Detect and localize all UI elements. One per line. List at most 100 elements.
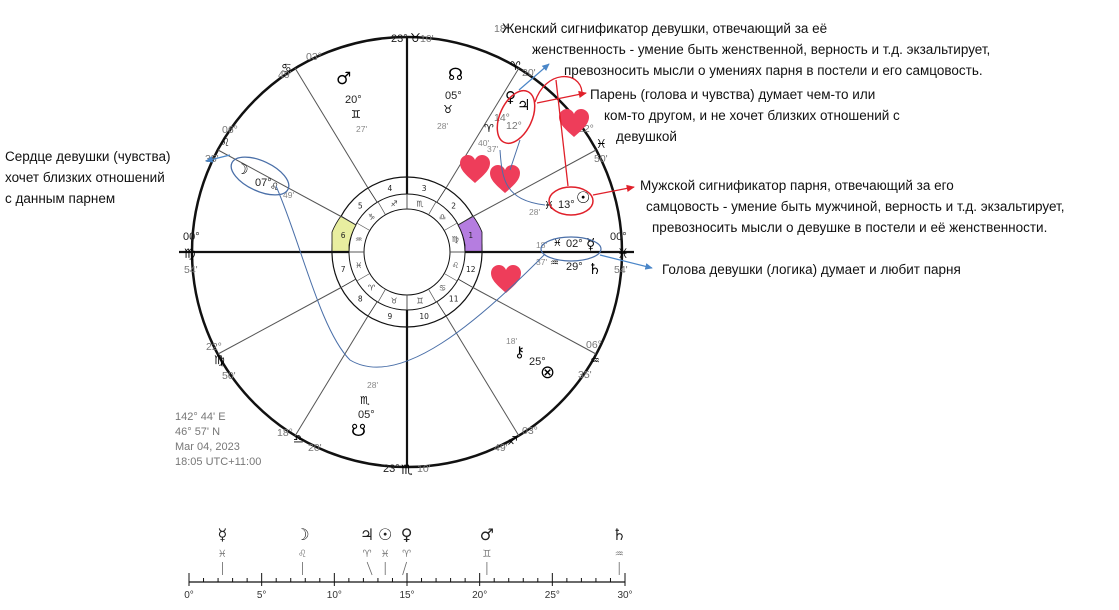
sun-highlight xyxy=(548,186,594,216)
strip-tick-label: 30° xyxy=(617,590,632,601)
strip-planet-leader xyxy=(402,561,407,576)
inner-sign-glyph: ♉ xyxy=(391,296,398,305)
house-number-10: 10 xyxy=(419,312,429,321)
zodiac-divider xyxy=(428,201,437,215)
cusp-ll1-deg: 22° xyxy=(206,341,222,353)
sun-red-line xyxy=(555,79,569,187)
inner-sign-glyph: ♈ xyxy=(368,283,375,292)
annotation-head: Голова девушки (логика) думает и любит п… xyxy=(662,262,961,277)
cusp-ll2-deg: 18° xyxy=(277,427,293,439)
strip-tick-label: 5° xyxy=(257,590,267,601)
zodiac-divider xyxy=(356,273,370,282)
house-number-8: 8 xyxy=(358,295,363,304)
strip-planet-glyph: ♀ xyxy=(401,525,413,544)
cusp-bottom-deg: 23° xyxy=(383,463,400,475)
strip-tick-label: 10° xyxy=(327,590,342,601)
mercury-highlight xyxy=(540,236,602,262)
house-number-12: 12 xyxy=(466,265,476,274)
aries-glyph-2: ♈ xyxy=(484,122,494,135)
inner-sign-glyph: ♑ xyxy=(368,213,375,222)
pisces-glyph-3: ♓ xyxy=(544,199,554,212)
cusp-lr1-min: 35' xyxy=(578,369,592,381)
strip-sign-glyph: ♓ xyxy=(218,549,227,560)
moon-deg: 07° xyxy=(255,177,272,189)
jupiter-deg: 12° xyxy=(506,120,522,132)
sagittarius-glyph: ♐ xyxy=(507,434,518,448)
heart-icon xyxy=(491,265,521,293)
inner-sign-glyph: ♒ xyxy=(355,235,362,244)
strip-sign-glyph: ♓ xyxy=(381,549,390,560)
house-number-1: 1 xyxy=(468,231,473,240)
strip-tick-label: 25° xyxy=(545,590,560,601)
north-node-min: 28' xyxy=(437,121,448,131)
sun-min: 28' xyxy=(529,207,540,217)
house-number-9: 9 xyxy=(388,312,393,321)
cusp-ll2-min: 20' xyxy=(308,442,322,454)
pisces-glyph-2: ♓ xyxy=(596,137,607,151)
libra-glyph: ♎ xyxy=(293,432,304,446)
gemini-glyph: ♊ xyxy=(351,108,361,121)
house-number-4: 4 xyxy=(388,184,393,193)
cancer-glyph: ♋ xyxy=(281,61,292,75)
heart-icon xyxy=(559,109,589,137)
scorpio-glyph: ♏ xyxy=(401,463,413,478)
zodiac-divider xyxy=(377,289,386,303)
house-number-5: 5 xyxy=(358,201,363,210)
pisces-glyph: ♓ xyxy=(617,247,629,262)
jupiter-min: 37' xyxy=(487,144,498,154)
house-lines xyxy=(217,67,597,437)
cusp-left-min: 54' xyxy=(184,264,198,276)
arrow-head xyxy=(599,254,653,270)
red-loop xyxy=(534,76,583,103)
cusp-ur1-min: 20' xyxy=(522,67,536,79)
hearts xyxy=(460,109,589,293)
inner-sign-glyph: ♐ xyxy=(391,200,398,209)
zodiac-divider xyxy=(356,222,370,231)
venus-sun-line xyxy=(499,149,546,206)
strip-planet-glyph: ☽ xyxy=(295,525,309,544)
inner-sign-glyph: ♎ xyxy=(439,213,446,222)
strip-tick-label: 15° xyxy=(399,590,414,601)
aries-glyph: ♈ xyxy=(510,59,521,73)
mars-glyph: ♂ xyxy=(336,69,351,89)
leo-glyph-2: ♌ xyxy=(270,182,279,193)
jupiter-glyph: ♃ xyxy=(517,96,530,114)
strip-sign-glyph: ♈ xyxy=(402,549,411,560)
mercury-glyph: ☿ xyxy=(586,235,595,253)
strip-sign-glyph: ♌ xyxy=(298,549,307,560)
jupiter-line xyxy=(509,139,521,171)
inner-sign-glyph: ♋ xyxy=(439,283,446,292)
north-node-deg: 05° xyxy=(445,90,462,102)
inner-sign-glyph: ♊ xyxy=(416,296,423,305)
inner-sign-glyph: ♏ xyxy=(416,200,424,209)
cusp-ll1-min: 50' xyxy=(222,370,236,382)
cusp-top-deg: 23° xyxy=(391,33,408,45)
chiron-glyph: ⚷ xyxy=(514,343,525,361)
zodiac-ring-middle xyxy=(348,193,466,311)
strip-planet-glyph: ☉ xyxy=(378,525,392,544)
scorpio-glyph-2: ♏ xyxy=(360,394,370,407)
cusp-right-min: 54' xyxy=(614,264,628,276)
house-number-11: 11 xyxy=(449,295,459,304)
leo-glyph: ♌ xyxy=(220,136,230,149)
sun-deg: 13° xyxy=(558,199,575,211)
inner-sign-glyph: ♍ xyxy=(452,235,459,244)
strip-sign-glyph: ♈ xyxy=(363,549,372,560)
north-node-glyph: ☊ xyxy=(448,65,463,85)
strip-sign-glyph: ♊ xyxy=(482,549,491,560)
zodiac-divider xyxy=(428,289,437,303)
strip-planet-glyph: ☿ xyxy=(217,525,227,544)
strip-planet-leader xyxy=(366,561,373,576)
saturn-glyph: ♄ xyxy=(588,260,601,278)
annotation-female: Женский сигнификатор девушки, отвечающий… xyxy=(502,21,991,78)
south-node-deg: 05° xyxy=(358,409,375,421)
strip-planet-glyph: ♂ xyxy=(480,525,494,544)
annotation-heart: Сердце девушки (чувства) хочет близких о… xyxy=(5,149,171,206)
zodiac-divider xyxy=(444,273,458,282)
latitude: 46° 57' N xyxy=(175,426,221,438)
mars-min: 27' xyxy=(356,124,367,134)
mercury-deg: 02° xyxy=(566,238,583,250)
strip-tick-label: 0° xyxy=(184,590,194,601)
arrow-male xyxy=(592,184,635,196)
